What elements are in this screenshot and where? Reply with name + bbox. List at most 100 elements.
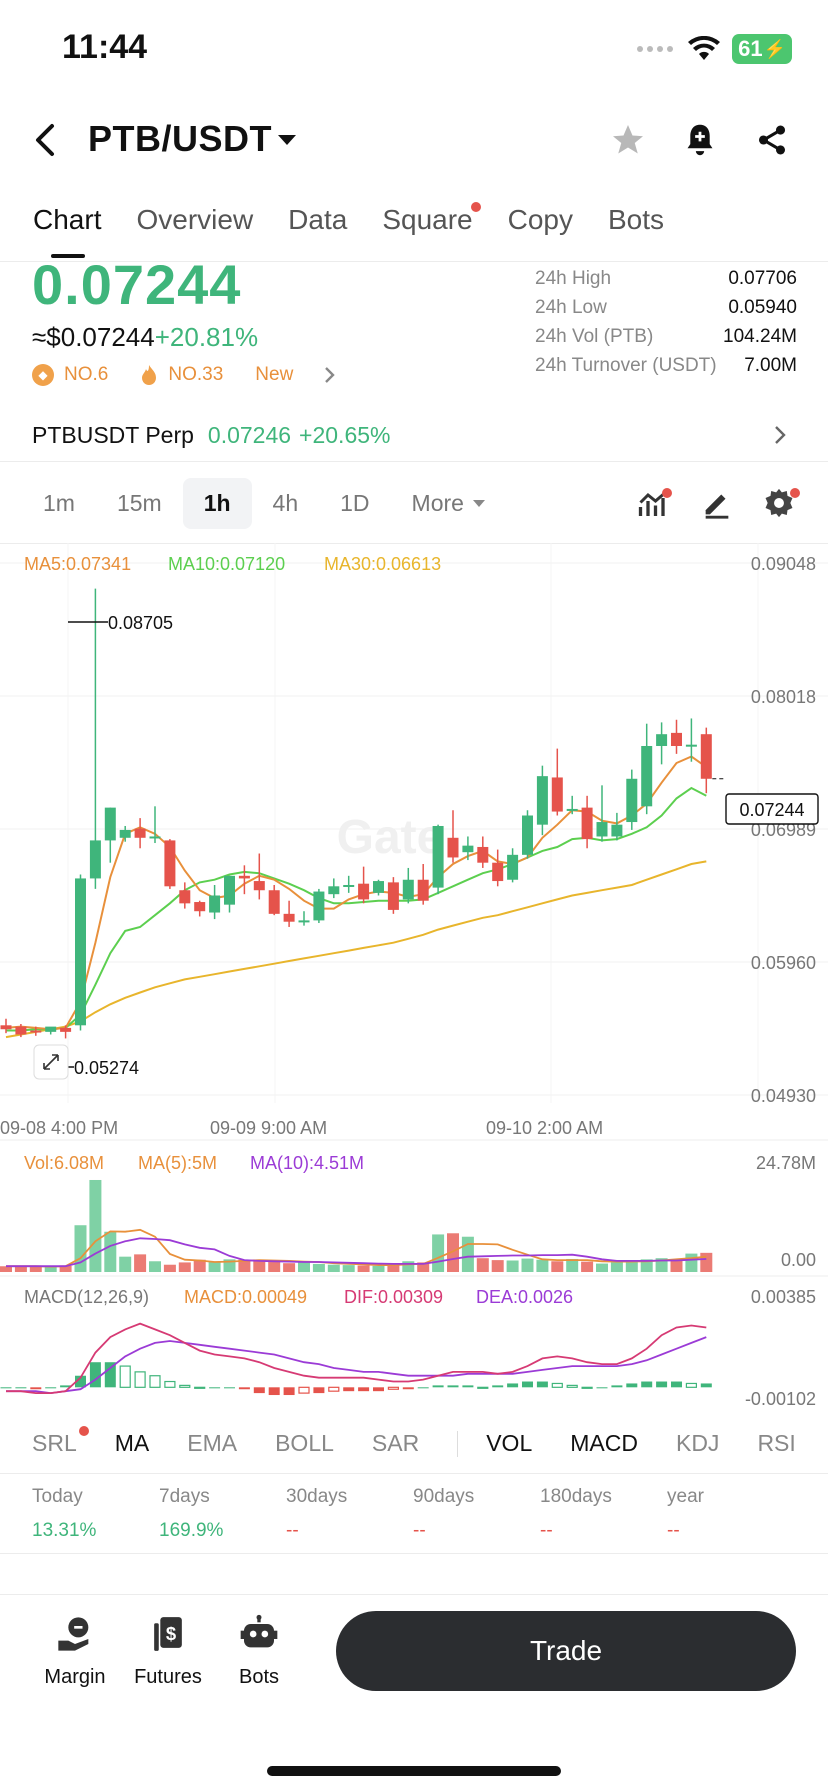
tab-chart[interactable]: Chart xyxy=(33,204,101,258)
macd-histogram-bar xyxy=(685,1382,698,1388)
rank-row: ◆ NO.6 NO.33 New xyxy=(32,364,337,386)
macd-histogram-bar xyxy=(551,1382,563,1388)
last-price: 0.07244 xyxy=(32,253,242,316)
macd-histogram-bar xyxy=(358,1387,370,1392)
expand-chart-icon[interactable] xyxy=(33,1044,69,1080)
futures-button[interactable]: $ Futures xyxy=(125,1612,211,1689)
bell-plus-icon xyxy=(687,124,713,156)
dif-legend: DIF:0.00309 xyxy=(344,1287,443,1307)
ma30-line xyxy=(5,860,707,1039)
tab-bots[interactable]: Bots xyxy=(608,204,665,235)
indicator-separator xyxy=(457,1430,459,1457)
share-button[interactable] xyxy=(750,118,794,162)
indicator-kdj[interactable]: KDJ xyxy=(675,1430,720,1456)
indicator-button[interactable] xyxy=(636,486,672,522)
status-icons: 61 ⚡ xyxy=(636,34,792,64)
interval-1h[interactable]: 1h xyxy=(182,478,252,529)
rank-badge-1[interactable]: NO.6 xyxy=(64,364,109,385)
bots-button[interactable]: Bots xyxy=(216,1612,302,1689)
volume-bar xyxy=(610,1262,623,1272)
macd-histogram-bar xyxy=(566,1384,578,1388)
draw-tool-button[interactable] xyxy=(700,486,736,522)
trade-button[interactable]: Trade xyxy=(336,1611,796,1691)
tab-square[interactable]: Square xyxy=(382,202,481,236)
margin-button[interactable]: Margin xyxy=(32,1612,118,1689)
interval-1m[interactable]: 1m xyxy=(43,490,75,516)
macd-histogram-bar xyxy=(60,1385,72,1388)
volume-bar xyxy=(74,1225,87,1272)
notification-dot xyxy=(78,1426,89,1436)
candle-body xyxy=(373,881,384,893)
pair-title[interactable]: PTB/USDT xyxy=(88,118,272,159)
x-tick-label: 09-09 9:00 AM xyxy=(210,1118,327,1138)
candle-body xyxy=(343,884,355,887)
macd-histogram-bar xyxy=(656,1381,668,1388)
caret-down-icon xyxy=(472,500,485,507)
candle-body xyxy=(75,878,86,1026)
macd-histogram-bar xyxy=(581,1386,593,1389)
rank-badge-2[interactable]: NO.33 xyxy=(168,364,224,385)
dea-legend: DEA:0.0026 xyxy=(476,1287,573,1307)
chevron-right-icon[interactable] xyxy=(323,365,337,385)
candle-body xyxy=(432,825,444,888)
interval-more[interactable]: More xyxy=(391,478,507,529)
y-tick-label: 0.05960 xyxy=(751,953,816,973)
macd-histogram-bar xyxy=(596,1387,608,1389)
back-button[interactable] xyxy=(28,118,62,162)
chart-indicator-icon xyxy=(638,490,667,516)
interval-15m[interactable]: 15m xyxy=(116,490,162,516)
new-label[interactable]: New xyxy=(255,364,294,385)
volume-bar xyxy=(581,1261,594,1272)
indicator-rsi[interactable]: RSI xyxy=(757,1430,796,1456)
divider xyxy=(0,1473,828,1474)
macd-histogram-bar xyxy=(522,1381,533,1388)
perp-link-row[interactable]: PTBUSDT Perp 0.07246 +20.65% xyxy=(32,422,391,449)
indicator-ema[interactable]: EMA xyxy=(187,1430,238,1456)
macd-histogram-bar xyxy=(417,1387,429,1389)
macd-histogram-bar xyxy=(224,1387,235,1389)
indicator-sar[interactable]: SAR xyxy=(371,1430,420,1456)
candle-body xyxy=(328,886,340,895)
candle-body xyxy=(104,807,116,841)
macd-histogram-bar xyxy=(641,1381,653,1388)
dif-line xyxy=(6,1322,707,1394)
indicator-ma[interactable]: MA xyxy=(114,1430,150,1456)
candle-body xyxy=(164,840,176,887)
candle-body xyxy=(0,1025,12,1030)
price-alert-button[interactable] xyxy=(678,118,722,162)
indicator-macd[interactable]: MACD xyxy=(570,1430,638,1456)
macd-histogram-bar xyxy=(626,1383,638,1388)
volume-bar xyxy=(89,1179,102,1272)
macd-histogram-bar xyxy=(700,1383,712,1388)
candle-body xyxy=(387,882,399,910)
price-chart[interactable]: Gate MA5:0.07341 MA10:0.07120 MA30:0.066… xyxy=(0,543,828,1413)
candle-body xyxy=(60,1027,72,1032)
interval-4h[interactable]: 4h xyxy=(272,490,299,516)
vol-ma10-legend: MA(10):4.51M xyxy=(250,1153,364,1173)
chart-settings-button[interactable] xyxy=(762,486,800,522)
tab-copy[interactable]: Copy xyxy=(507,204,573,235)
caret-down-icon[interactable] xyxy=(276,133,298,147)
home-indicator xyxy=(267,1766,561,1776)
candle-body xyxy=(209,895,221,913)
volume-bar xyxy=(476,1258,489,1272)
indicator-boll[interactable]: BOLL xyxy=(275,1430,334,1456)
perp-price: 0.07246 xyxy=(207,422,292,448)
favorite-star-button[interactable] xyxy=(606,118,650,162)
volume-panel xyxy=(0,1179,713,1272)
tab-data[interactable]: Data xyxy=(288,204,348,235)
macd-histogram-bar xyxy=(134,1371,146,1388)
macd-histogram-bar xyxy=(75,1375,86,1388)
active-tab-indicator xyxy=(51,254,85,258)
vol-ma10-line xyxy=(6,1237,707,1268)
tab-overview[interactable]: Overview xyxy=(136,204,254,235)
indicator-srl[interactable]: SRL xyxy=(32,1426,89,1457)
indicator-vol[interactable]: VOL xyxy=(486,1430,533,1456)
chevron-right-icon[interactable] xyxy=(772,424,788,446)
candle-body xyxy=(358,883,370,900)
candle-body xyxy=(119,829,131,838)
perf-180days: 180days -- xyxy=(540,1486,612,1541)
interval-1d[interactable]: 1D xyxy=(340,490,370,516)
svg-text:$: $ xyxy=(166,1623,176,1644)
candle-body xyxy=(134,828,146,838)
